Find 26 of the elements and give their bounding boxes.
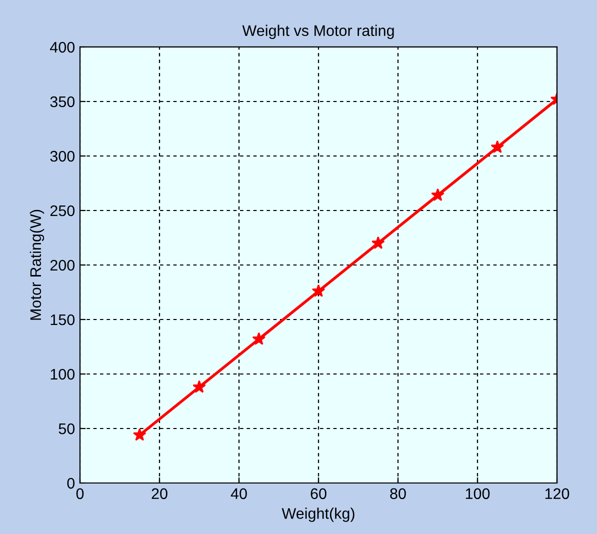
y-tick-label: 50 — [58, 423, 75, 434]
y-tick-label: 200 — [50, 260, 75, 271]
y-tick-label: 250 — [50, 205, 75, 216]
y-tick-label: 0 — [67, 478, 75, 489]
x-tick-label: 20 — [152, 488, 168, 500]
x-tick-label: 40 — [230, 488, 247, 500]
y-axis-title: Motor Rating(W) — [30, 210, 44, 320]
x-tick-label: 60 — [310, 488, 326, 500]
point — [132, 428, 146, 441]
y-tick-label: 400 — [50, 42, 75, 53]
point — [312, 284, 326, 297]
y-tick-label: 300 — [50, 150, 75, 162]
point — [431, 188, 444, 201]
chart-title: Weight vs Motor rating — [242, 24, 394, 40]
x-tick-label: 0 — [76, 488, 84, 500]
point — [490, 140, 504, 154]
x-tick-label: 100 — [466, 488, 490, 500]
point — [192, 380, 206, 393]
point — [371, 236, 385, 249]
y-tick-label: 150 — [50, 314, 75, 326]
x-tick-label: 80 — [390, 488, 406, 500]
point — [252, 332, 266, 345]
y-tick-label: 100 — [50, 368, 75, 380]
y-tick-label: 350 — [50, 96, 75, 108]
x-tick-label: 120 — [545, 488, 570, 500]
x-axis-title: Weight(kg) — [282, 508, 354, 522]
